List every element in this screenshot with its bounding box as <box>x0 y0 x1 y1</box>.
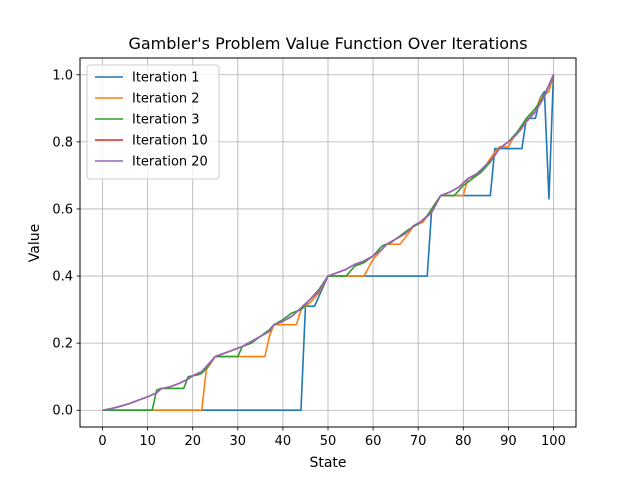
y-axis-label: Value <box>27 224 43 262</box>
legend-label: Iteration 10 <box>132 134 208 149</box>
x-tick-label: 90 <box>500 434 517 449</box>
y-tick-label: 0.4 <box>52 270 73 285</box>
x-axis-label: State <box>309 455 346 471</box>
legend-label: Iteration 3 <box>132 113 200 128</box>
legend-box <box>86 64 220 180</box>
y-tick-label: 1.0 <box>52 68 73 83</box>
x-tick-label: 10 <box>139 434 156 449</box>
chart-title: Gambler's Problem Value Function Over It… <box>128 34 527 53</box>
x-tick-label: 40 <box>275 434 292 449</box>
x-tick-label: 20 <box>184 434 201 449</box>
series-line-5 <box>102 74 555 412</box>
x-tick-label: 70 <box>410 434 427 449</box>
x-tick-label: 100 <box>541 434 566 449</box>
x-tick-label: 50 <box>320 434 337 449</box>
series-line-3 <box>102 74 555 412</box>
x-tick-label: 0 <box>98 434 106 449</box>
x-tick-label: 30 <box>230 434 247 449</box>
x-tick-label: 80 <box>455 434 472 449</box>
y-tick-label: 0.2 <box>52 337 73 352</box>
y-tick-label: 0.8 <box>52 135 73 150</box>
legend-label: Iteration 2 <box>132 92 200 107</box>
x-tick-label: 60 <box>365 434 382 449</box>
series-lines <box>102 74 555 412</box>
y-tick-label: 0.0 <box>52 404 73 419</box>
y-tick-label: 0.6 <box>52 202 73 217</box>
legend: Iteration 1 Iteration 2 Iteration 3 Iterati… <box>86 64 220 180</box>
legend-label: Iteration 20 <box>132 155 208 170</box>
legend-label: Iteration 1 <box>132 71 200 86</box>
axis-ticks: 0 10 20 30 40 50 60 70 80 90 100 0.0 0.2 0.4 0.6 0.8 1.0 <box>52 68 566 449</box>
